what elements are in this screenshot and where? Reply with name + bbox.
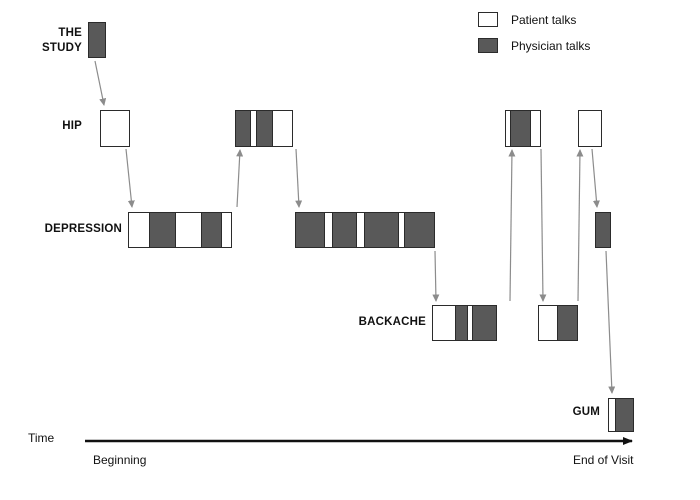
backache-talk-bar [538,305,578,341]
flow-arrow-hip-to-depression [295,148,303,208]
topic-label-depression: DEPRESSION [44,223,122,235]
physician-talk-segment [456,305,468,341]
topic-label-the-study: THE STUDY [42,27,82,54]
the-study-talk-bar [88,22,106,58]
hip-talk-bar [505,110,541,147]
patient-talk-segment [128,212,150,248]
physician-talk-segment [150,212,176,248]
depression-talk-bar [128,212,232,248]
legend-item-patient: Patient talks [478,12,590,27]
patient-talk-segment [538,305,558,341]
flow-arrow-depression-to-backache [432,250,440,302]
legend-label-physician: Physician talks [511,38,591,53]
physician-talk-segment [202,212,222,248]
patient-talk-segment [357,212,365,248]
patient-talk-segment [399,212,405,248]
axis-beginning-label: Beginning [93,453,147,467]
physician-talk-segment [88,22,106,58]
flow-arrow-depression-to-hip [236,149,244,208]
hip-talk-bar [235,110,293,147]
flow-arrow-the-study-to-hip [94,60,107,106]
physician-talk-segment [473,305,497,341]
gum-talk-bar [608,398,634,432]
physician-talk-segment [558,305,578,341]
patient-talk-segment [273,110,293,147]
patient-talk-segment [251,110,257,147]
legend: Patient talks Physician talks [478,12,590,64]
flow-arrow-hip-to-depression [125,148,135,208]
time-axis-label: Time [28,431,55,445]
patient-swatch-icon [478,12,498,27]
physician-talk-segment [257,110,273,147]
legend-label-patient: Patient talks [511,12,577,27]
physician-talk-segment [405,212,435,248]
legend-item-physician: Physician talks [478,38,590,53]
physician-talk-segment [365,212,399,248]
hip-talk-bar [100,110,130,147]
physician-talk-segment [511,110,531,147]
patient-talk-segment [531,110,541,147]
flow-arrow-hip-to-depression [591,148,600,208]
topic-label-hip: HIP [62,120,82,132]
backache-talk-bar [432,305,497,341]
flow-arrow-depression-to-gum [605,250,616,394]
patient-talk-segment [100,110,130,147]
hip-talk-bar [578,110,602,147]
physician-talk-segment [595,212,611,248]
topic-label-backache: BACKACHE [358,316,426,328]
patient-talk-segment [325,212,333,248]
physician-talk-segment [333,212,357,248]
depression-talk-bar [595,212,611,248]
patient-talk-segment [222,212,232,248]
physician-swatch-icon [478,38,498,53]
depression-talk-bar [295,212,435,248]
patient-talk-segment [578,110,602,147]
flow-arrow-backache-to-hip [576,149,584,302]
flow-arrow-hip-to-backache [539,148,547,302]
axis-end-of-visit-label: End of Visit [573,453,634,467]
flow-arrow-backache-to-hip [508,149,516,302]
physician-talk-segment [295,212,325,248]
physician-talk-segment [616,398,634,432]
topic-label-gum: GUM [572,406,600,418]
patient-talk-segment [468,305,473,341]
patient-talk-segment [176,212,202,248]
patient-talk-segment [505,110,511,147]
patient-talk-segment [432,305,456,341]
physician-talk-segment [235,110,251,147]
patient-talk-segment [608,398,616,432]
